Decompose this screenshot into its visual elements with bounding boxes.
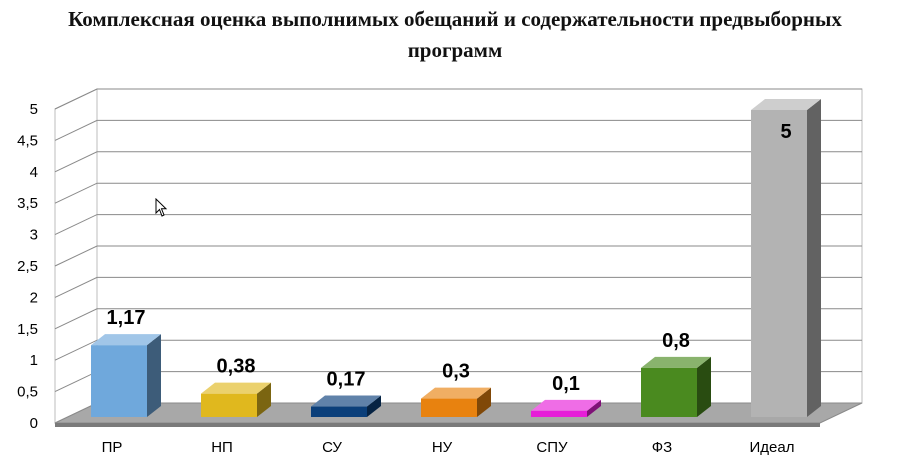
gridline xyxy=(54,182,862,204)
gridline xyxy=(54,88,862,110)
chart-title-line-1: Комплексная оценка выполнимых обещаний и… xyxy=(68,7,842,31)
bar xyxy=(531,410,587,417)
y-tick-label: 2,5 xyxy=(17,258,38,275)
data-label: 1,17 xyxy=(107,307,146,329)
x-tick-label: НУ xyxy=(432,439,453,456)
bar-top xyxy=(201,382,271,394)
bar-side xyxy=(587,399,601,417)
data-label: 0,38 xyxy=(217,356,256,378)
chart-title-line-2: программ xyxy=(407,38,503,62)
y-tick-label: 2 xyxy=(30,289,38,306)
bar-top xyxy=(421,387,491,399)
y-tick-label: 3 xyxy=(30,227,38,244)
x-tick-label: ПР xyxy=(102,439,123,456)
y-tick-label: 4,5 xyxy=(17,132,38,149)
bar-top xyxy=(531,399,601,411)
y-tick-label: 3,5 xyxy=(17,195,38,212)
bar xyxy=(751,110,807,417)
bar xyxy=(201,393,257,417)
x-tick-label: ФЗ xyxy=(652,439,672,456)
y-tick-label: 0 xyxy=(30,415,38,432)
gridline xyxy=(54,151,862,173)
bar-top xyxy=(751,99,821,110)
mouse-pointer-icon xyxy=(155,198,168,217)
bar-top xyxy=(311,395,381,407)
bar-top xyxy=(91,334,161,346)
y-tick-label: 4 xyxy=(30,164,38,181)
x-tick-label: СПУ xyxy=(536,439,568,456)
y-tick-label: 0,5 xyxy=(17,384,38,401)
bar xyxy=(641,367,697,417)
data-label: 5 xyxy=(780,121,791,143)
x-tick-label: НП xyxy=(211,439,233,456)
x-tick-label: СУ xyxy=(322,439,342,456)
bar xyxy=(91,345,147,417)
y-tick-label: 1,5 xyxy=(17,321,38,338)
data-label: 0,3 xyxy=(442,361,470,383)
bar-side xyxy=(477,387,491,417)
bar-side xyxy=(367,395,381,417)
y-tick-label: 1 xyxy=(30,352,38,369)
gridline xyxy=(54,339,862,361)
gridline xyxy=(54,276,862,298)
gridline xyxy=(54,214,862,236)
x-tick-label: Идеал xyxy=(750,439,795,456)
bar-top xyxy=(641,356,711,368)
chart-title: Комплексная оценка выполнимых обещаний и… xyxy=(0,4,910,66)
bar-side xyxy=(807,99,821,417)
y-tick-label: 5 xyxy=(30,101,38,118)
gridline xyxy=(54,119,862,141)
data-label: 0,8 xyxy=(662,330,690,352)
bar-side xyxy=(147,334,161,417)
bar xyxy=(421,398,477,417)
gridline xyxy=(54,308,862,330)
bar xyxy=(311,406,367,417)
chart-floor-edge xyxy=(55,423,820,427)
bar-side xyxy=(697,356,711,417)
data-label: 0,17 xyxy=(327,369,366,391)
data-label: 0,1 xyxy=(552,373,580,395)
bar-side xyxy=(257,382,271,417)
gridline xyxy=(54,245,862,267)
